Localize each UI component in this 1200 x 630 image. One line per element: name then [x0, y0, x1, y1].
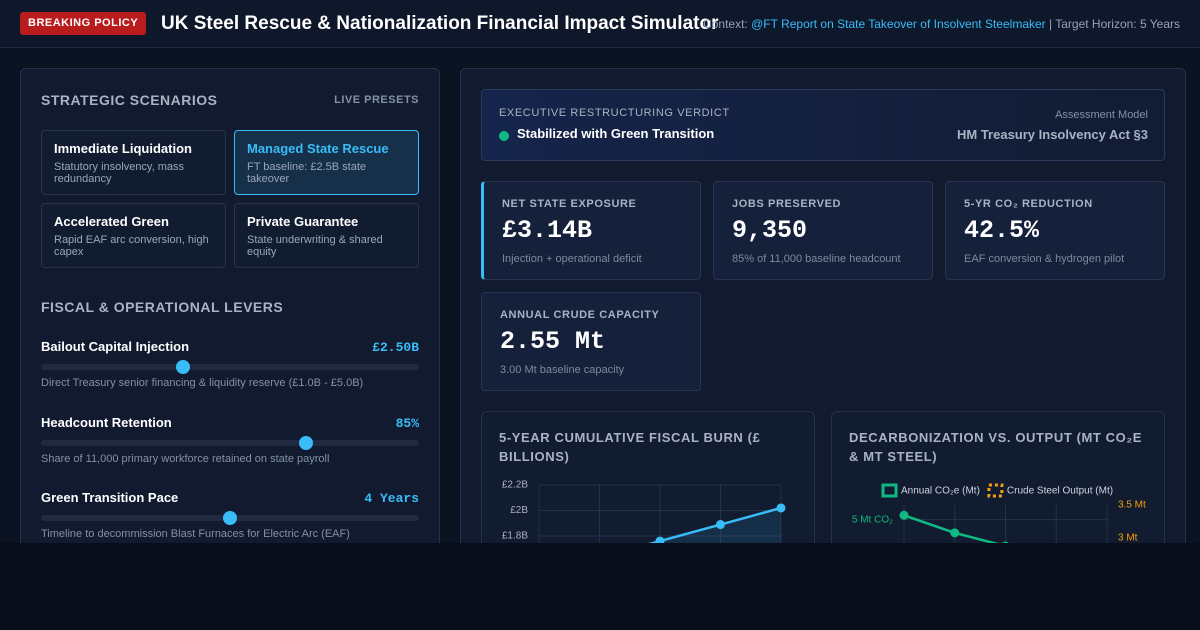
scenario-name: Managed State Rescue — [247, 141, 389, 156]
kpi-note: 85% of 11,000 baseline headcount — [732, 253, 901, 265]
lever-name: Bailout Capital Injection — [41, 339, 190, 354]
slider-track[interactable] — [41, 435, 419, 450]
verdict: EXECUTIVE RESTRUCTURING VERDICT Stabiliz… — [481, 89, 1165, 161]
section-title: STRATEGIC SCENARIOS — [41, 92, 218, 108]
point — [716, 520, 725, 530]
lever-desc: Direct Treasury senior financing & liqui… — [41, 377, 364, 389]
scenario-desc: Statutory insolvency, mass redundancy — [54, 161, 185, 185]
lever-value: 4 Years — [364, 491, 419, 506]
lever-value: £2.50B — [372, 340, 419, 355]
scenario-card[interactable]: Immediate Liquidation Statutory insolvenc… — [41, 130, 226, 195]
verdict-status: Stabilized with Green Transition — [517, 126, 715, 141]
context: Context: @FT Report on State Takeover of… — [703, 17, 1180, 31]
badge: BREAKING POLICY — [20, 12, 147, 35]
point — [655, 536, 665, 543]
model: HM Treasury Insolvency Act §3 — [957, 127, 1148, 142]
legend-swatch — [987, 483, 1004, 498]
kpi-value: £3.14B — [502, 216, 593, 245]
context-prefix: Context: — [703, 17, 748, 31]
line — [903, 514, 999, 543]
lever: Bailout Capital Injection £2.50B Direct Tr… — [41, 339, 419, 399]
area — [653, 507, 781, 543]
slider-track[interactable] — [41, 511, 419, 525]
kpi-card: ANNUAL CRUDE CAPACITY 2.55 Mt 3.00 Mt base… — [481, 292, 701, 391]
chart-title: DECARBONIZATION VS. OUTPUT (MT CO₂E & MT… — [849, 430, 1143, 464]
page-title: UK Steel Rescue & Nationalization Financ… — [161, 13, 719, 34]
scenario-card[interactable]: Private Guarantee State underwriting & sh… — [234, 203, 419, 268]
left-panel: STRATEGIC SCENARIOS LIVE PRESETS Immedia… — [20, 68, 440, 543]
kpi-card: JOBS PRESERVED 9,350 85% of 11,000 baselin… — [713, 181, 933, 280]
kpi-card: NET STATE EXPOSURE £3.14B Injection + oper… — [481, 181, 701, 280]
header: BREAKING POLICY UK Steel Rescue & Nation… — [0, 0, 1200, 48]
kpi-note: Injection + operational deficit — [502, 253, 642, 265]
kpi-note: 3.00 Mt baseline capacity — [500, 364, 625, 376]
lever-name: Headcount Retention — [41, 414, 172, 430]
slider-track[interactable] — [41, 360, 419, 374]
kpi-note: EAF conversion & hydrogen pilot — [964, 253, 1125, 265]
kpi-value: 9,350 — [732, 216, 808, 245]
legend-label: Annual CO₂e (Mt) — [901, 486, 980, 497]
slider-thumb[interactable] — [175, 360, 190, 374]
kpi-card: 5-YR CO₂ REDUCTION 42.5% EAF conversion & … — [945, 181, 1165, 280]
kpi-label: NET STATE EXPOSURE — [502, 198, 637, 210]
model-label: Assessment Model — [1055, 109, 1148, 121]
point — [950, 528, 960, 538]
y-tick-label: £2B — [510, 505, 528, 516]
chart-title: 5-YEAR CUMULATIVE FISCAL BURN (£ BILLION… — [499, 430, 761, 464]
lever-value: 85% — [395, 415, 419, 431]
chart: £2.2B£2B£1.8B£1.6B£1.4B£1.2B£1B — [502, 480, 786, 543]
context-link[interactable]: @FT Report on State Takeover of Insolven… — [751, 17, 1046, 31]
scenario-desc: State underwriting & shared equity — [247, 234, 383, 258]
lever-name: Green Transition Pace — [41, 490, 179, 505]
y2-tick-label: 3.5 Mt — [1118, 500, 1146, 511]
y2-tick-label: 3 Mt — [1118, 533, 1138, 543]
lever: Headcount Retention 85% Share of 11,000 pr… — [41, 415, 419, 475]
scenario-name: Accelerated Green — [54, 214, 169, 229]
legend-swatch — [881, 483, 898, 498]
kpi-label: JOBS PRESERVED — [732, 198, 842, 210]
scenario-name: Private Guarantee — [247, 214, 359, 229]
slider-thumb[interactable] — [298, 435, 313, 450]
scenario-card[interactable]: Accelerated Green Rapid EAF arc conversio… — [41, 203, 226, 268]
scenario-desc: FT baseline: £2.5B state takeover — [247, 161, 367, 185]
y-tick-label: £2.2B — [502, 480, 528, 491]
lever-desc: Share of 11,000 primary workforce retain… — [41, 452, 330, 465]
kpi-label: ANNUAL CRUDE CAPACITY — [500, 309, 660, 321]
legend-label: Crude Steel Output (Mt) — [1007, 486, 1113, 497]
kpi-label: 5-YR CO₂ REDUCTION — [964, 198, 1093, 210]
verdict-label: EXECUTIVE RESTRUCTURING VERDICT — [499, 107, 730, 119]
scenario-name: Immediate Liquidation — [54, 141, 192, 156]
kpi-value: 42.5% — [964, 216, 1040, 245]
lever: Green Transition Pace 4 Years Timeline to … — [41, 490, 419, 543]
chart-card: DECARBONIZATION VS. OUTPUT (MT CO₂E & MT… — [831, 411, 1165, 543]
point — [776, 503, 786, 513]
tag: LIVE PRESETS — [334, 94, 419, 106]
slider-thumb[interactable] — [223, 511, 237, 525]
app: BREAKING POLICY UK Steel Rescue & Nation… — [0, 0, 1200, 543]
y-tick-label: £1.8B — [502, 531, 528, 542]
scenario-desc: Rapid EAF arc conversion, high capex — [54, 234, 209, 258]
chart-card: 5-YEAR CUMULATIVE FISCAL BURN (£ BILLION… — [481, 411, 815, 543]
lever-desc: Timeline to decommission Blast Furnaces … — [41, 528, 350, 540]
point — [899, 510, 909, 520]
y-tick-label: 5 Mt CO₂ — [852, 514, 893, 525]
point — [1002, 541, 1009, 543]
context-suffix: | Target Horizon: 5 Years — [1049, 17, 1180, 31]
kpi-value: 2.55 Mt — [500, 327, 606, 356]
section-title: FISCAL & OPERATIONAL LEVERS — [41, 299, 284, 315]
status-dot — [499, 131, 509, 141]
right-panel: EXECUTIVE RESTRUCTURING VERDICT Stabiliz… — [460, 68, 1186, 543]
scenario-card[interactable]: Managed State Rescue FT baseline: £2.5B s… — [234, 130, 419, 195]
